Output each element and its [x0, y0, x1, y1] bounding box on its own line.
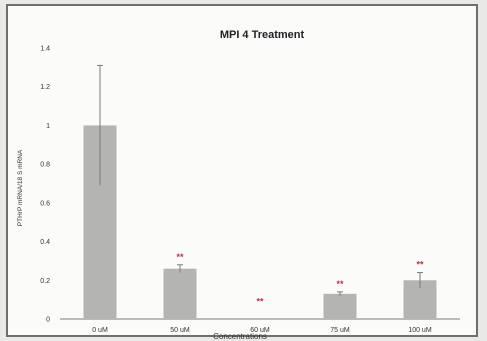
y-tick-label-0: 0 [46, 317, 50, 324]
y-tick-label-4: 0.8 [40, 162, 50, 169]
x-tick-label-3: 75 uM [330, 327, 350, 334]
significance-marker-3: ** [336, 279, 344, 289]
x-tick-label-4: 100 uM [408, 327, 432, 334]
bars-group [83, 64, 437, 319]
significance-marker-4: ** [416, 260, 424, 270]
y-tick-label-6: 1.2 [40, 84, 50, 91]
y-tick-label-5: 1 [46, 123, 50, 130]
bar-1 [163, 268, 197, 319]
labels-group: 0 0.2 0.4 0.6 0.8 1 1.2 1.4 0 uM ** 50 uM ** 60 uM **… [40, 46, 432, 335]
y-tick-label-2: 0.4 [40, 239, 50, 246]
x-tick-label-1: 50 uM [170, 327, 190, 334]
x-tick-label-2: 60 uM [250, 327, 270, 334]
y-axis-label: PTHrP mRNA/18 S mRNA [17, 149, 24, 226]
bar-3 [323, 293, 357, 319]
significance-marker-2: ** [256, 296, 264, 306]
significance-marker-1: ** [176, 252, 184, 262]
y-tick-label-7: 1.4 [40, 46, 50, 53]
y-tick-label-1: 0.2 [40, 278, 50, 285]
x-axis-label: Concentrations [213, 332, 267, 341]
chart-title: MPI 4 Treatment [220, 29, 305, 41]
x-tick-label-0: 0 uM [92, 327, 108, 334]
y-tick-label-3: 0.6 [40, 200, 50, 207]
